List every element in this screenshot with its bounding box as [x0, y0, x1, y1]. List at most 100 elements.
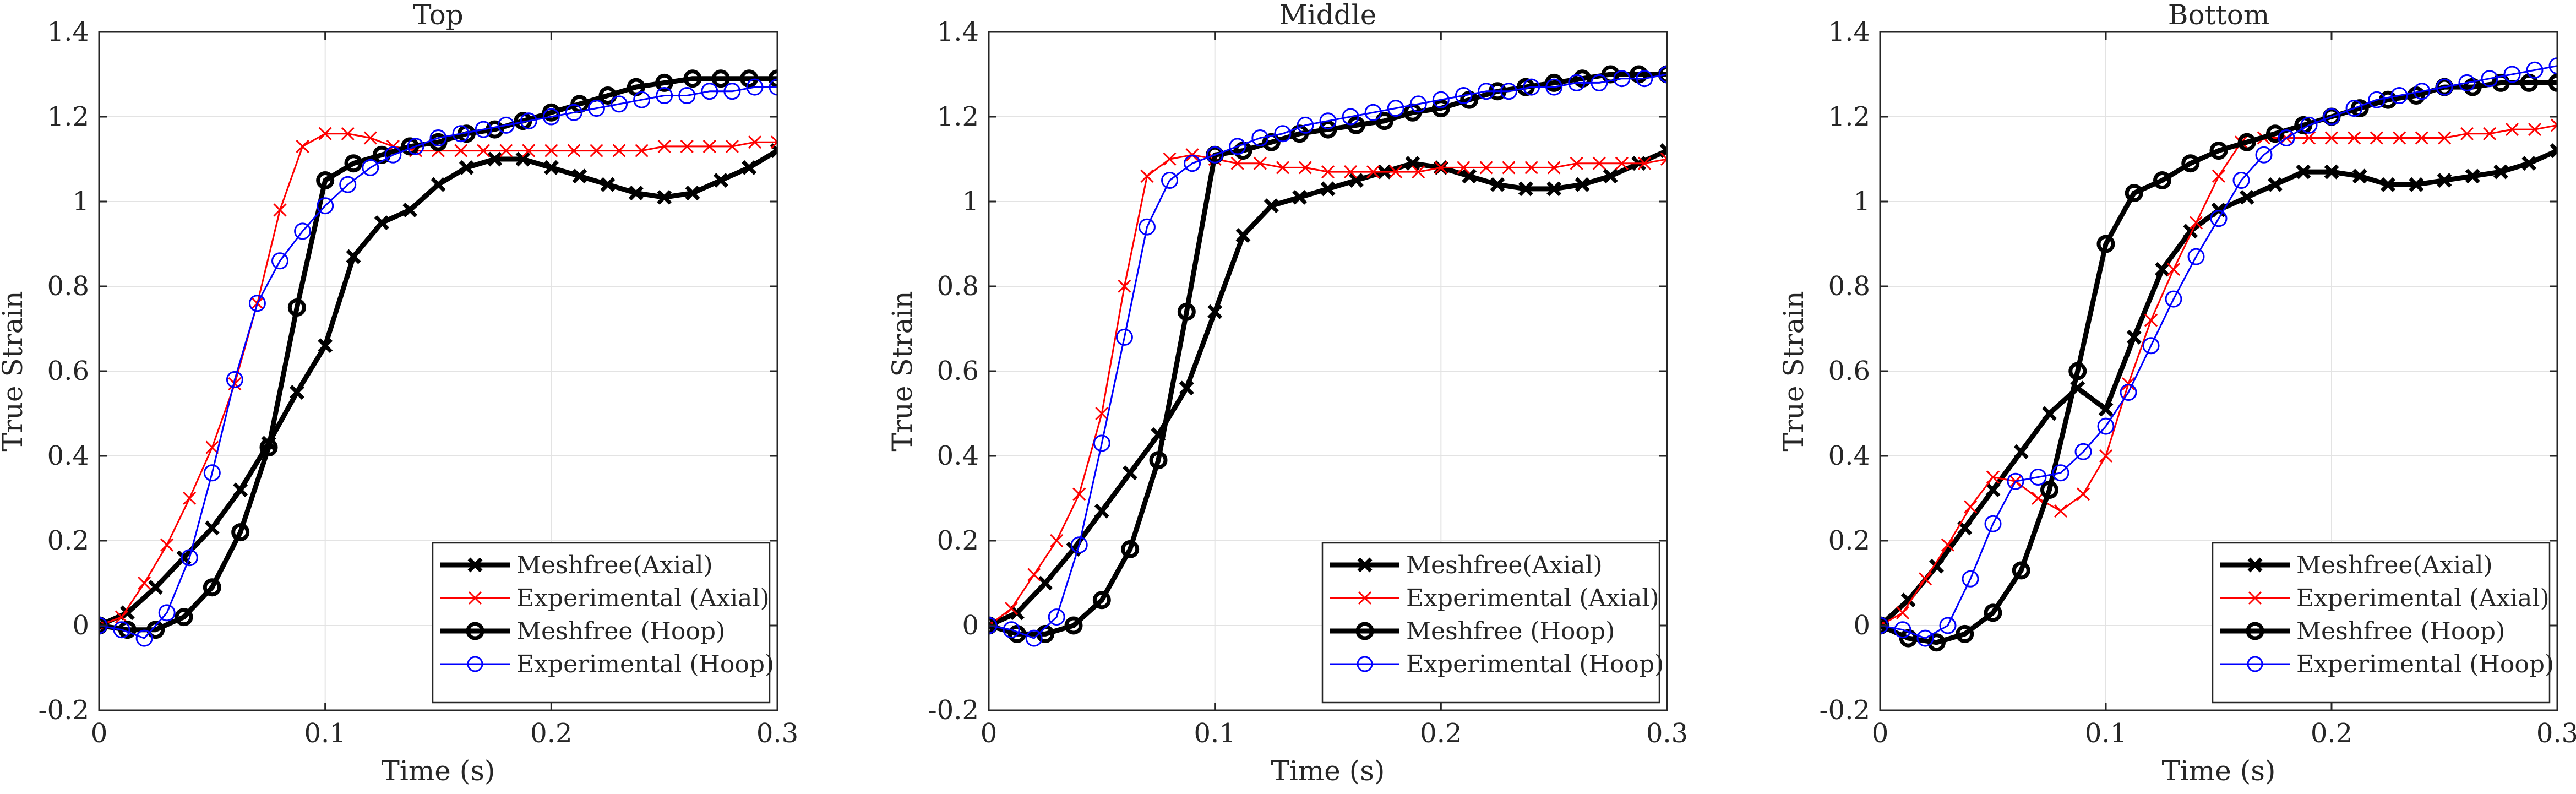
data-point: [2324, 131, 2339, 145]
legend-label: Meshfree (Hoop): [2296, 617, 2505, 645]
data-point: [2142, 337, 2160, 355]
y-tick-label: 0.4: [47, 440, 89, 471]
x-axis-label: Time (s): [2162, 755, 2276, 787]
data-point: [2239, 189, 2254, 205]
data-point: [1545, 78, 1563, 96]
data-point: [740, 69, 759, 88]
data-point: [2548, 73, 2557, 92]
data-point: [2165, 290, 2182, 308]
data-point: [233, 482, 248, 498]
data-point: [317, 197, 334, 215]
data-point: [1986, 470, 2000, 484]
y-tick-label: 0: [1853, 610, 1870, 641]
data-point: [1025, 629, 1043, 647]
data-point: [1615, 156, 1629, 170]
data-point: [1229, 138, 1246, 155]
data-point: [160, 538, 174, 552]
data-point: [567, 144, 581, 157]
data-point: [1434, 161, 1448, 175]
legend-swatch-marker: [468, 591, 482, 605]
data-point: [1093, 434, 1110, 452]
x-tick-label: 0.3: [1646, 718, 1688, 749]
data-point: [339, 176, 357, 193]
data-point: [1344, 165, 1358, 179]
data-point: [316, 171, 335, 189]
data-point: [384, 146, 402, 164]
data-point: [475, 121, 492, 138]
data-point: [2436, 78, 2453, 96]
data-point: [713, 173, 728, 188]
legend: Meshfree(Axial) Experimental (Axial) Meshf…: [432, 542, 774, 704]
data-point: [1149, 451, 1168, 470]
y-tick-label: 1.4: [937, 17, 979, 47]
chart-title: Bottom: [2168, 0, 2270, 31]
data-point: [1321, 165, 1335, 179]
data-point: [2482, 127, 2497, 140]
data-point: [1985, 482, 2001, 498]
data-point: [2437, 173, 2452, 188]
legend-label: Meshfree (Hoop): [516, 617, 725, 645]
data-point: [2503, 66, 2521, 83]
data-point: [1072, 487, 1086, 501]
legend-item: Meshfree (Hoop): [1330, 617, 1615, 645]
data-point: [2097, 417, 2115, 435]
data-point: [271, 252, 289, 270]
data-point: [680, 139, 694, 153]
legend-item: Meshfree(Axial): [2220, 551, 2493, 579]
data-point: [2013, 444, 2029, 459]
data-point: [341, 127, 355, 140]
data-point: [2493, 164, 2508, 180]
data-point: [148, 580, 164, 595]
x-tick-label: 0: [981, 718, 998, 749]
data-point: [344, 154, 363, 173]
data-point: [287, 298, 306, 317]
data-point: [2232, 172, 2250, 189]
legend-box: [432, 542, 771, 704]
data-point: [2465, 168, 2480, 184]
data-point: [572, 168, 587, 184]
data-point: [1070, 536, 1088, 554]
data-point: [452, 125, 470, 143]
data-point: [289, 385, 304, 400]
legend-item: Experimental (Axial): [440, 584, 770, 612]
y-tick-label: 1: [962, 186, 979, 217]
data-point: [2463, 78, 2482, 96]
data-point: [1603, 168, 1618, 184]
data-point: [544, 144, 558, 157]
y-tick-label: 1.2: [47, 101, 89, 132]
legend-swatch-marker: [1358, 591, 1372, 605]
data-point: [231, 523, 250, 542]
data-point: [522, 144, 536, 157]
data-point: [2166, 263, 2181, 276]
data-point: [2052, 464, 2069, 482]
data-point: [1613, 70, 1631, 88]
data-point: [598, 86, 617, 105]
data-point: [2054, 504, 2068, 518]
data-point: [1253, 156, 1267, 170]
data-point: [701, 83, 718, 100]
legend-box: [1321, 542, 1660, 704]
x-tick-label: 0.1: [2085, 718, 2127, 749]
data-point: [362, 159, 379, 176]
data-point: [2212, 169, 2226, 183]
legend-swatch-marker: [1355, 622, 1374, 640]
x-tick-label: 0.2: [1420, 718, 1462, 749]
data-point: [711, 69, 730, 88]
data-point: [1546, 181, 1562, 197]
data-point: [1963, 500, 1978, 514]
data-point: [520, 112, 537, 130]
y-axis-label: True Strain: [886, 291, 918, 451]
x-axis-label: Time (s): [1271, 755, 1385, 787]
y-tick-label: 0.4: [937, 440, 979, 471]
legend-label: Meshfree (Hoop): [1406, 617, 1615, 645]
series-line: [989, 73, 1667, 639]
data-point: [1161, 172, 1179, 189]
y-tick-label: -0.2: [1819, 695, 1870, 726]
data-point: [1348, 173, 1364, 188]
data-point: [407, 138, 424, 155]
y-tick-label: 1.2: [937, 101, 979, 132]
data-point: [2237, 133, 2256, 151]
data-point: [2352, 168, 2367, 184]
data-point: [1929, 558, 1944, 574]
